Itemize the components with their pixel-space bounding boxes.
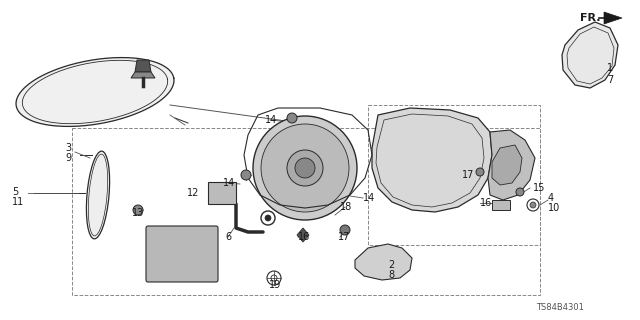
Text: 14: 14 (223, 178, 236, 188)
Text: 17: 17 (462, 170, 474, 180)
Text: FR.: FR. (580, 13, 600, 23)
Text: 16: 16 (298, 232, 310, 242)
Text: 1: 1 (607, 63, 613, 73)
Text: 3: 3 (65, 143, 71, 153)
Text: 4: 4 (548, 193, 554, 203)
Text: 7: 7 (607, 75, 613, 85)
Polygon shape (562, 22, 618, 88)
Text: 13: 13 (132, 208, 144, 218)
Circle shape (133, 205, 143, 215)
Circle shape (516, 188, 524, 196)
Text: 16: 16 (480, 198, 492, 208)
Polygon shape (492, 145, 522, 185)
Bar (208, 182, 236, 204)
Text: 6: 6 (225, 232, 231, 242)
Text: 14: 14 (363, 193, 375, 203)
Polygon shape (131, 72, 155, 78)
Text: 10: 10 (548, 203, 560, 213)
Polygon shape (135, 60, 151, 72)
Bar (72, 128, 540, 295)
Polygon shape (604, 12, 622, 24)
Text: 9: 9 (65, 153, 71, 163)
Circle shape (241, 170, 251, 180)
Bar (368, 105, 540, 245)
Circle shape (287, 113, 297, 123)
Bar (492, 200, 510, 210)
Polygon shape (16, 58, 174, 126)
Text: 14: 14 (265, 115, 277, 125)
Circle shape (261, 124, 349, 212)
Circle shape (530, 202, 536, 208)
Circle shape (265, 215, 271, 221)
Polygon shape (297, 228, 309, 242)
Circle shape (340, 225, 350, 235)
Ellipse shape (86, 151, 109, 239)
Text: 11: 11 (12, 197, 24, 207)
FancyBboxPatch shape (146, 226, 218, 282)
Circle shape (295, 158, 315, 178)
Polygon shape (355, 244, 412, 280)
Text: 17: 17 (338, 232, 350, 242)
Text: 19: 19 (269, 280, 281, 290)
Polygon shape (488, 130, 535, 200)
Text: 5: 5 (12, 187, 19, 197)
Text: TS84B4301: TS84B4301 (536, 303, 584, 313)
Text: 18: 18 (340, 202, 352, 212)
Text: 15: 15 (533, 183, 545, 193)
Circle shape (476, 168, 484, 176)
Circle shape (253, 116, 357, 220)
Polygon shape (372, 108, 492, 212)
Text: 8: 8 (388, 270, 394, 280)
Circle shape (287, 150, 323, 186)
Text: 2: 2 (388, 260, 394, 270)
Text: 12: 12 (187, 188, 200, 198)
